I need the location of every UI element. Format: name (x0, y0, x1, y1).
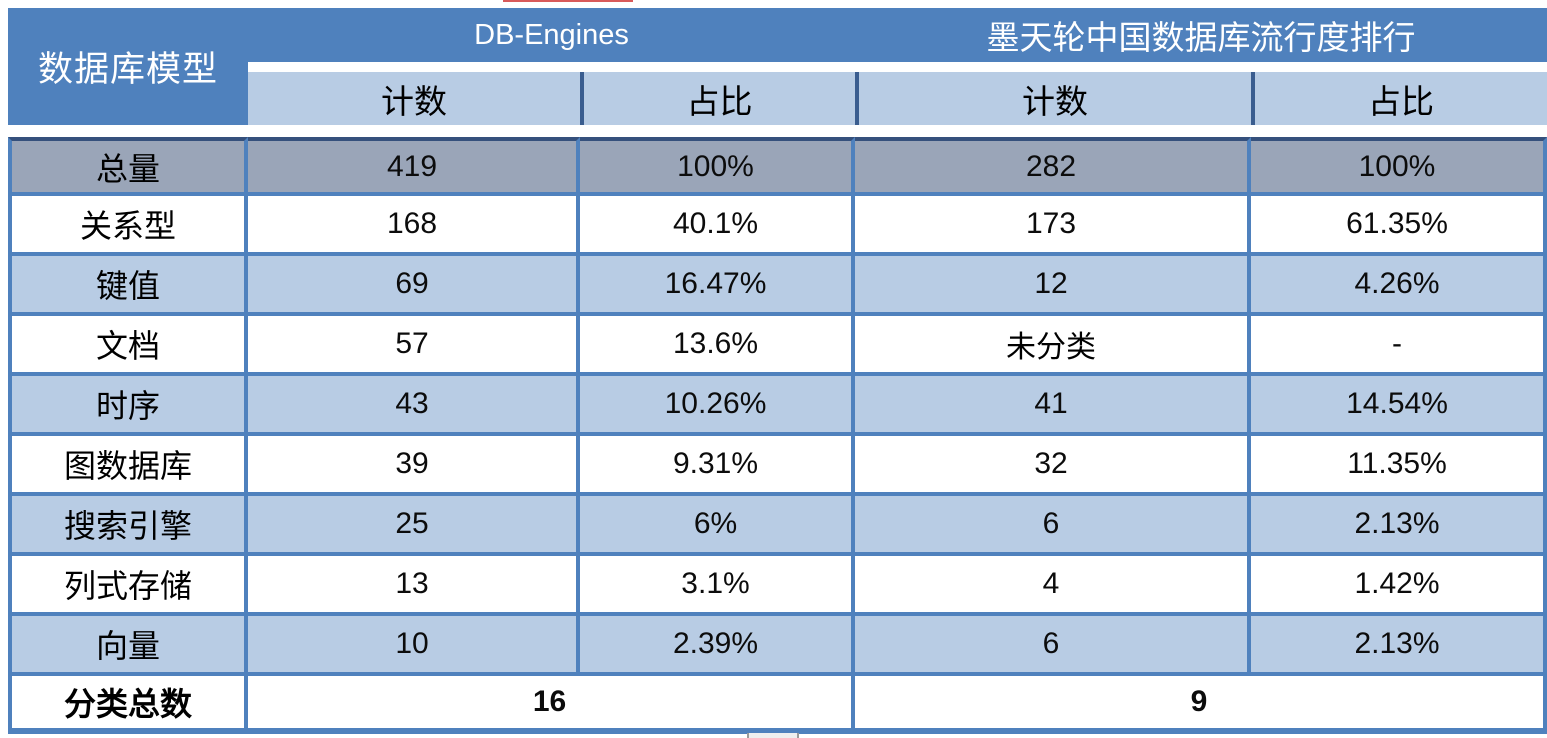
row-mo-count: 12 (855, 256, 1251, 316)
row-label: 图数据库 (8, 436, 248, 496)
database-model-comparison-table: 数据库模型 DB-Engines 墨天轮中国数据库流行度排行 计数 占比 计数 … (8, 8, 1547, 734)
row-mo-count: 41 (855, 376, 1251, 436)
row-mo-count: 32 (855, 436, 1251, 496)
row-mo-count: 6 (855, 496, 1251, 556)
row-de-count: 13 (248, 556, 580, 616)
column-header-database-model: 数据库模型 (8, 8, 248, 125)
row-de-share: 3.1% (580, 556, 855, 616)
total-de-share: 100% (580, 137, 855, 196)
column-group-db-engines: DB-Engines (248, 8, 855, 62)
total-mo-count: 282 (855, 137, 1251, 196)
subheader-de-share: 占比 (580, 72, 855, 125)
row-mo-count: 6 (855, 616, 1251, 676)
summary-de-total: 16 (248, 676, 855, 734)
summary-mo-total: 9 (855, 676, 1547, 734)
total-row-label: 总量 (8, 137, 248, 196)
row-label: 搜索引擎 (8, 496, 248, 556)
row-label: 时序 (8, 376, 248, 436)
row-label: 文档 (8, 316, 248, 376)
total-de-count: 419 (248, 137, 580, 196)
row-mo-count: 未分类 (855, 316, 1251, 376)
row-mo-share: 2.13% (1251, 496, 1547, 556)
row-label: 关系型 (8, 196, 248, 256)
row-mo-share: - (1251, 316, 1547, 376)
subheader-mo-count: 计数 (855, 72, 1251, 125)
row-de-share: 10.26% (580, 376, 855, 436)
row-de-count: 168 (248, 196, 580, 256)
row-mo-share: 11.35% (1251, 436, 1547, 496)
row-de-share: 9.31% (580, 436, 855, 496)
row-de-share: 2.39% (580, 616, 855, 676)
row-de-share: 13.6% (580, 316, 855, 376)
row-de-count: 39 (248, 436, 580, 496)
row-label: 键值 (8, 256, 248, 316)
row-label: 向量 (8, 616, 248, 676)
row-de-count: 10 (248, 616, 580, 676)
row-label: 列式存储 (8, 556, 248, 616)
row-de-count: 43 (248, 376, 580, 436)
row-mo-share: 1.42% (1251, 556, 1547, 616)
row-mo-count: 4 (855, 556, 1251, 616)
column-group-modb-ranking: 墨天轮中国数据库流行度排行 (855, 8, 1547, 62)
row-de-share: 40.1% (580, 196, 855, 256)
total-mo-share: 100% (1251, 137, 1547, 196)
row-de-share: 16.47% (580, 256, 855, 316)
row-mo-share: 2.13% (1251, 616, 1547, 676)
summary-row-label: 分类总数 (8, 676, 248, 734)
top-red-line-artifact (503, 0, 633, 2)
row-de-share: 6% (580, 496, 855, 556)
row-de-count: 57 (248, 316, 580, 376)
subheader-mo-share: 占比 (1251, 72, 1547, 125)
row-de-count: 69 (248, 256, 580, 316)
row-mo-count: 173 (855, 196, 1251, 256)
subheader-de-count: 计数 (248, 72, 580, 125)
scrollbar-fragment-artifact (747, 733, 799, 738)
row-mo-share: 4.26% (1251, 256, 1547, 316)
row-de-count: 25 (248, 496, 580, 556)
row-mo-share: 14.54% (1251, 376, 1547, 436)
row-mo-share: 61.35% (1251, 196, 1547, 256)
